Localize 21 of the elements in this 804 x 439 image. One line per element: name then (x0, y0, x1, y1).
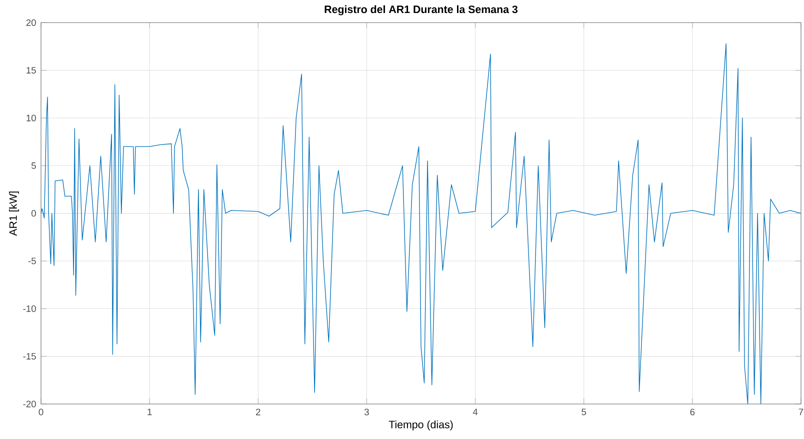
x-tick-label: 6 (690, 408, 695, 416)
x-tick-label: 4 (472, 408, 478, 416)
y-tick-label: -5 (28, 258, 36, 264)
chart-title: Registro del AR1 Durante la Semana 3 (324, 5, 518, 16)
x-tick-label: 7 (798, 408, 804, 416)
line-series (41, 43, 801, 404)
y-tick-label: -20 (23, 400, 36, 408)
x-axis-title: Tiempo (dias) (388, 420, 453, 431)
y-tick-label: -10 (23, 306, 36, 312)
y-tick-label: 5 (31, 162, 36, 170)
y-tick-label: 10 (26, 114, 36, 122)
y-tick-label: 0 (31, 210, 36, 217)
x-tick-label: 3 (364, 408, 369, 416)
x-tick-label: 2 (256, 408, 260, 416)
y-tick-label: 20 (26, 20, 36, 26)
x-tick-label: 1 (148, 408, 152, 416)
y-tick-label: -15 (23, 353, 36, 360)
y-tick-label: 15 (26, 67, 36, 74)
x-tick-label: 5 (582, 408, 586, 416)
y-axis-title: AR1 [kW] (9, 192, 19, 236)
x-tick-label: 0 (38, 408, 44, 416)
